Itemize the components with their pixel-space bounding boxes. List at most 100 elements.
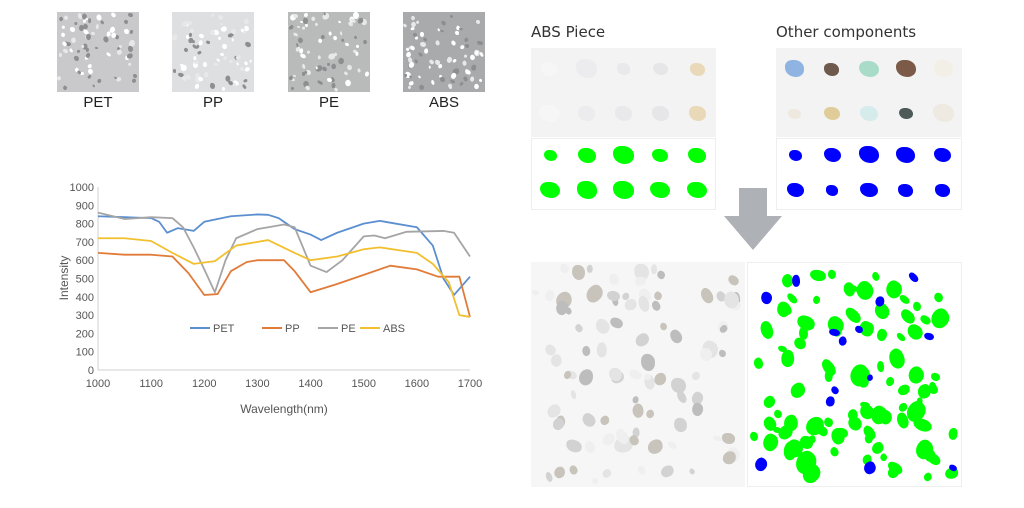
pellet bbox=[326, 77, 333, 83]
other-components-mask bbox=[776, 138, 962, 210]
y-tick-label: 300 bbox=[76, 310, 94, 322]
series-line-pp bbox=[97, 251, 471, 318]
other-mask-region bbox=[862, 460, 879, 476]
pellet bbox=[326, 62, 331, 67]
pellet-label-pe: PE bbox=[318, 94, 339, 111]
mixed-piece bbox=[692, 372, 701, 381]
other-component-mask-region bbox=[935, 184, 950, 197]
abs-piece-mask-region bbox=[540, 181, 561, 199]
mixed-piece bbox=[606, 290, 620, 302]
abs-piece-mask bbox=[531, 138, 716, 210]
abs-mask-region bbox=[828, 445, 841, 458]
pellet bbox=[77, 49, 81, 54]
x-tick-label: 1100 bbox=[139, 378, 163, 390]
other-component bbox=[788, 108, 801, 120]
pellet bbox=[344, 42, 350, 47]
mixed-piece bbox=[722, 450, 737, 464]
pellet bbox=[219, 22, 224, 26]
abs-mask-region bbox=[927, 305, 954, 332]
other-component bbox=[860, 106, 878, 121]
pellet bbox=[213, 62, 219, 67]
other-component bbox=[823, 106, 840, 121]
other-component bbox=[824, 62, 840, 76]
y-tick-label: 1000 bbox=[70, 182, 94, 194]
pellet bbox=[340, 38, 345, 43]
pellet-image-pp bbox=[172, 12, 254, 92]
pellet bbox=[172, 34, 178, 41]
mixed-piece bbox=[721, 433, 735, 444]
mixed-piece bbox=[687, 467, 696, 476]
pellet bbox=[459, 81, 465, 87]
abs-piece-mask-region bbox=[613, 146, 634, 164]
y-tick-label: 600 bbox=[76, 255, 94, 267]
pellet bbox=[243, 78, 249, 83]
pellet bbox=[417, 52, 424, 58]
pellet bbox=[236, 62, 240, 67]
mixed-piece bbox=[552, 465, 567, 480]
pellet bbox=[403, 23, 408, 28]
mixed-piece bbox=[655, 269, 667, 281]
pellet bbox=[123, 19, 130, 25]
pellet bbox=[116, 48, 123, 56]
abs-mask-region bbox=[928, 384, 939, 394]
pellet bbox=[417, 84, 425, 92]
pellet bbox=[193, 83, 200, 90]
mixed-piece bbox=[699, 347, 713, 362]
pellet bbox=[191, 44, 198, 50]
pellet bbox=[185, 21, 192, 25]
other-mask-region bbox=[752, 455, 771, 474]
y-axis-label: Intensity bbox=[57, 256, 71, 301]
other-component-mask-region bbox=[934, 148, 951, 163]
abs-mask-region bbox=[819, 356, 839, 378]
mixed-piece bbox=[580, 344, 592, 357]
pellet bbox=[210, 13, 215, 18]
abs-piece bbox=[652, 106, 669, 121]
pellet bbox=[446, 56, 454, 64]
legend-label-pet: PET bbox=[213, 323, 235, 335]
down-arrow-icon bbox=[724, 188, 782, 250]
mixed-piece bbox=[559, 262, 571, 274]
pellet bbox=[217, 14, 224, 22]
pellet bbox=[73, 55, 79, 62]
pellet bbox=[419, 31, 426, 37]
pellet bbox=[96, 78, 103, 85]
pellet bbox=[363, 71, 369, 78]
pellet bbox=[183, 47, 188, 53]
mixed-piece bbox=[726, 274, 741, 288]
abs-mask-region bbox=[834, 427, 848, 438]
mixed-piece bbox=[666, 440, 679, 450]
pellet bbox=[339, 30, 343, 36]
abs-piece-mask-region bbox=[576, 181, 597, 199]
x-tick-label: 1500 bbox=[351, 378, 375, 390]
pellet bbox=[464, 43, 470, 48]
pellet bbox=[410, 27, 415, 32]
pellet bbox=[110, 12, 118, 18]
abs-piece bbox=[575, 59, 598, 78]
pellet bbox=[217, 36, 223, 41]
legend-label-pe: PE bbox=[341, 323, 356, 335]
pellet bbox=[60, 32, 67, 38]
mixed-piece bbox=[632, 395, 639, 404]
pellet bbox=[417, 75, 422, 79]
other-component-mask-region bbox=[789, 150, 802, 161]
mixed-piece bbox=[653, 372, 668, 387]
abs-piece-mask-region bbox=[652, 148, 669, 163]
pellet bbox=[429, 79, 435, 87]
other-component-mask-region bbox=[860, 182, 878, 198]
mixed-piece bbox=[601, 468, 613, 479]
pellet bbox=[462, 37, 469, 44]
pellet-label-abs: ABS bbox=[428, 94, 459, 111]
y-tick-label: 400 bbox=[76, 292, 94, 304]
pellet bbox=[329, 63, 338, 71]
pellet bbox=[205, 39, 212, 45]
other-component-mask-region bbox=[896, 146, 916, 164]
mixed-piece bbox=[640, 353, 656, 372]
other-component-mask-region bbox=[787, 183, 804, 198]
pellet-label-pp: PP bbox=[202, 94, 223, 111]
pellet bbox=[476, 41, 483, 46]
pellet bbox=[57, 76, 62, 81]
pellet bbox=[172, 69, 177, 74]
pellet bbox=[302, 17, 309, 24]
pellet bbox=[346, 64, 353, 71]
mixed-piece bbox=[574, 323, 585, 334]
